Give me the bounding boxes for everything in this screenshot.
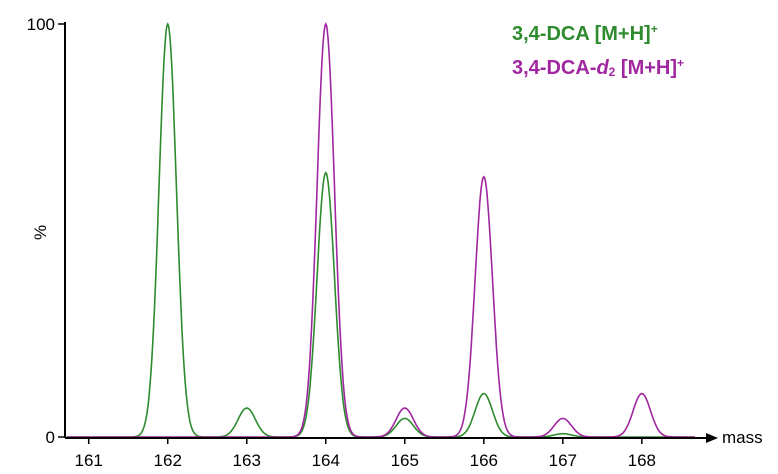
x-tick-label: 161 [75,451,103,470]
x-tick-label: 166 [470,451,498,470]
legend-series-2-subscript: 2 [608,65,616,79]
y-ticks: 0 100 [27,15,65,447]
legend-series-1-label: 3,4-DCA [M+H] [512,23,651,45]
legend-series-2-label-pre: 3,4-DCA- [512,57,597,79]
y-axis-label: % [31,225,50,240]
x-tick-label: 162 [154,451,182,470]
legend-series-2-charge: + [677,56,685,70]
x-tick-label: 168 [628,451,656,470]
series-layer [66,22,695,438]
legend-series-1-charge: + [650,22,658,36]
series-line-2 [66,22,695,438]
x-tick-label: 163 [233,451,261,470]
x-ticks: 161 162 163 164 165 166 167 168 [75,438,656,470]
x-tick-label: 164 [312,451,340,470]
legend-series-1: 3,4-DCA [M+H]+ [512,22,658,45]
series-line-1 [66,22,695,438]
legend-series-2: 3,4-DCA-d2 [M+H]+ [512,56,685,79]
legend-series-2-label-post: [M+H] [615,57,678,79]
x-tick-label: 167 [549,451,577,470]
x-tick-label: 165 [391,451,419,470]
y-tick-label: 0 [46,428,55,447]
x-axis-arrowhead [706,433,718,443]
legend-series-2-label-italic: d [596,57,609,79]
y-tick-label: 100 [27,15,55,34]
x-axis-label: mass [722,428,763,447]
